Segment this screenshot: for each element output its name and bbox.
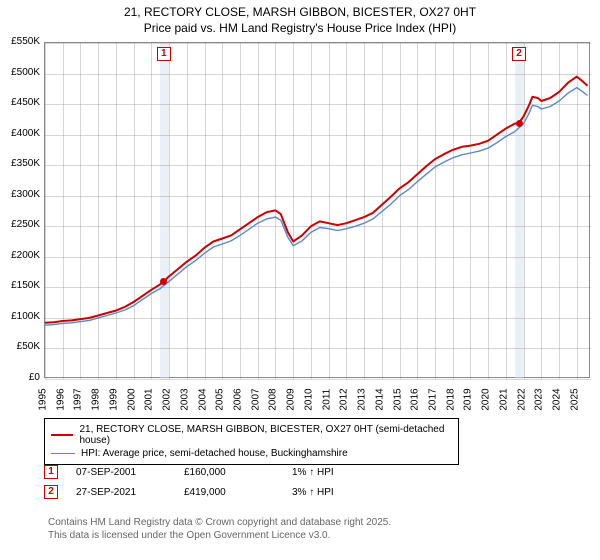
transaction-badge: 1 <box>157 47 171 61</box>
table-price: £160,000 <box>184 467 274 478</box>
table-badge: 2 <box>44 485 58 499</box>
title-line-1: 21, RECTORY CLOSE, MARSH GIBBON, BICESTE… <box>6 4 594 20</box>
y-axis-label: £550K <box>2 36 40 47</box>
legend-label: 21, RECTORY CLOSE, MARSH GIBBON, BICESTE… <box>79 424 452 446</box>
attribution-footer: Contains HM Land Registry data © Crown c… <box>44 516 391 542</box>
legend-box: 21, RECTORY CLOSE, MARSH GIBBON, BICESTE… <box>44 418 459 465</box>
title-line-2: Price paid vs. HM Land Registry's House … <box>6 20 594 36</box>
table-delta: 1% ↑ HPI <box>292 467 382 478</box>
legend-swatch <box>51 453 75 454</box>
transaction-dot <box>516 120 523 127</box>
y-axis-label: £50K <box>2 341 40 352</box>
table-date: 07-SEP-2001 <box>76 467 166 478</box>
series-price_paid <box>45 77 588 323</box>
table-row: 1 07-SEP-2001 £160,000 1% ↑ HPI <box>44 462 382 482</box>
transaction-dot <box>160 278 167 285</box>
footer-line-1: Contains HM Land Registry data © Crown c… <box>48 516 391 529</box>
y-axis-label: £0 <box>2 372 40 383</box>
y-gridline <box>45 379 591 380</box>
table-date: 27-SEP-2021 <box>76 487 166 498</box>
y-axis-label: £250K <box>2 219 40 230</box>
table-price: £419,000 <box>184 487 274 498</box>
y-axis-label: £300K <box>2 189 40 200</box>
x-axis-label: 2025 <box>564 394 586 405</box>
legend-row: HPI: Average price, semi-detached house,… <box>51 447 452 460</box>
series-svg <box>45 43 591 379</box>
y-axis-label: £350K <box>2 158 40 169</box>
y-axis-label: £450K <box>2 97 40 108</box>
y-axis-label: £200K <box>2 250 40 261</box>
chart-container: { "title": { "line1": "21, RECTORY CLOSE… <box>0 0 600 560</box>
transaction-badge: 2 <box>512 47 526 61</box>
series-hpi <box>45 88 588 326</box>
y-axis-label: £400K <box>2 128 40 139</box>
y-axis-label: £150K <box>2 280 40 291</box>
plot-area: 12 <box>44 42 590 378</box>
y-axis-label: £500K <box>2 67 40 78</box>
footer-line-2: This data is licensed under the Open Gov… <box>48 529 391 542</box>
table-delta: 3% ↑ HPI <box>292 487 382 498</box>
y-axis-label: £100K <box>2 311 40 322</box>
legend-row: 21, RECTORY CLOSE, MARSH GIBBON, BICESTE… <box>51 423 452 447</box>
table-badge: 1 <box>44 465 58 479</box>
table-row: 2 27-SEP-2021 £419,000 3% ↑ HPI <box>44 482 382 502</box>
chart-title: 21, RECTORY CLOSE, MARSH GIBBON, BICESTE… <box>0 0 600 38</box>
legend-label: HPI: Average price, semi-detached house,… <box>81 448 348 459</box>
marker-table: 1 07-SEP-2001 £160,000 1% ↑ HPI 2 27-SEP-2021… <box>44 462 382 502</box>
legend-swatch <box>51 434 73 436</box>
